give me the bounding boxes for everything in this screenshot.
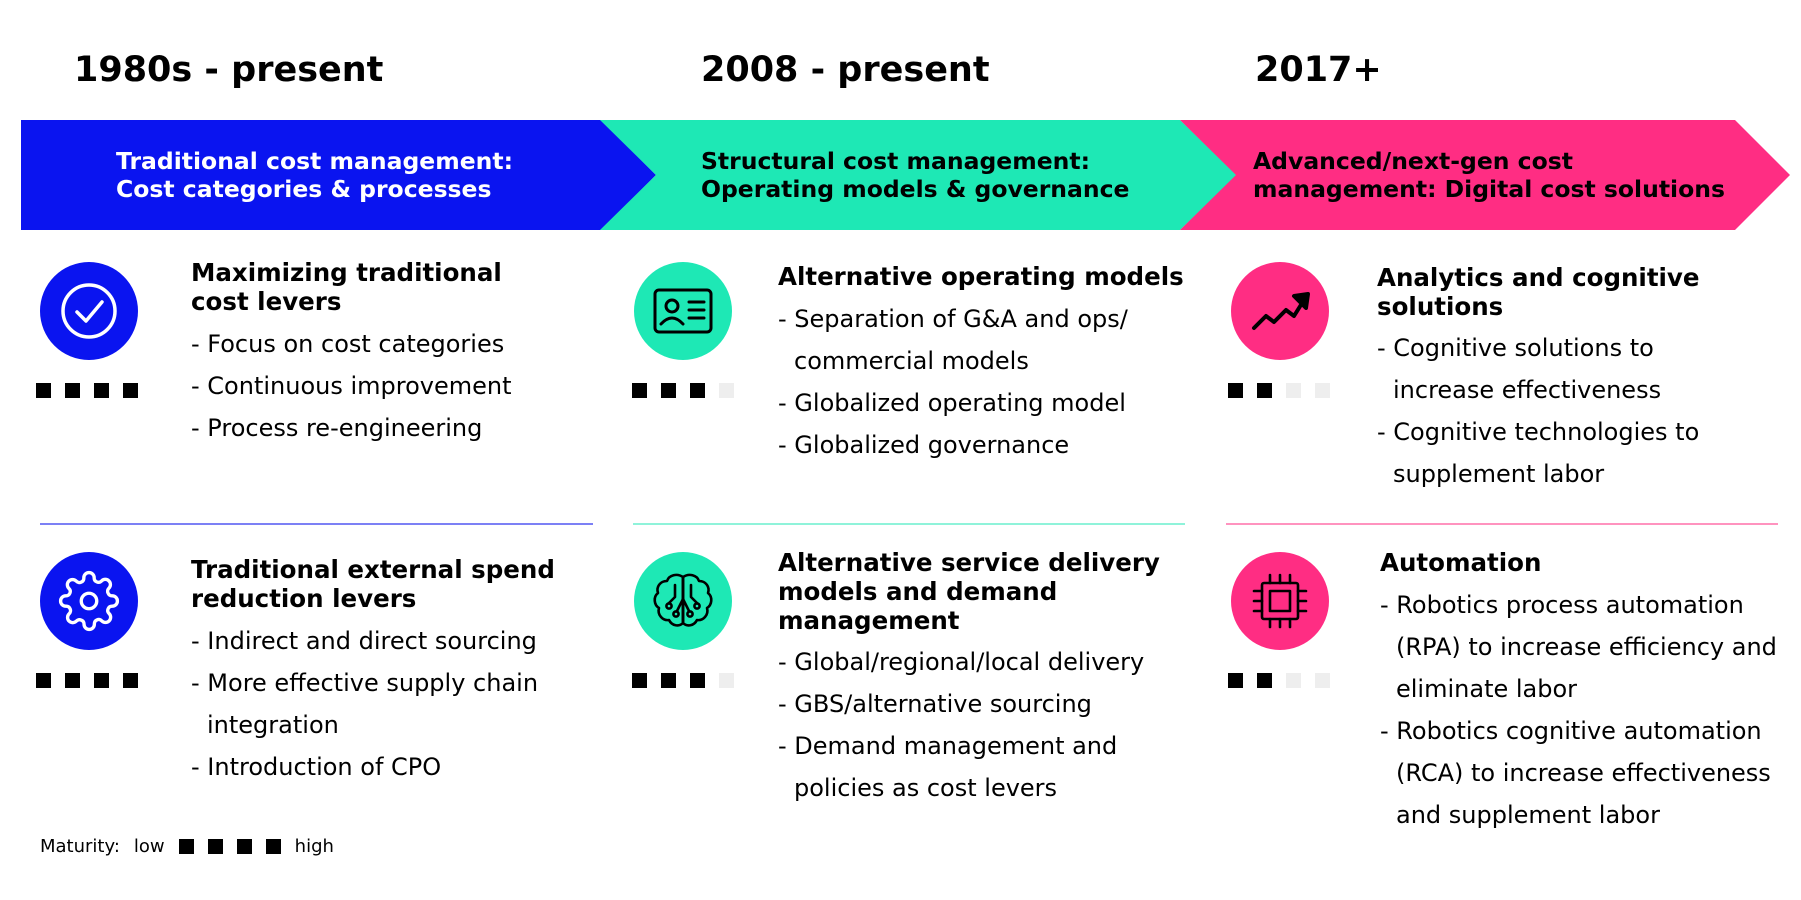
maturity-square-empty — [1286, 383, 1301, 398]
card-title: Automation — [1380, 548, 1542, 577]
card-list-item: Continuous improvement — [191, 365, 571, 407]
era-period-1: 1980s - present — [74, 50, 384, 90]
chip-icon — [1231, 552, 1329, 650]
card-list-item: Cognitive technologies to supplement lab… — [1377, 411, 1737, 495]
maturity-square-filled — [661, 673, 676, 688]
era-heading: Advanced/next-gen cost management: Digit… — [1253, 120, 1725, 230]
legend-square — [236, 839, 252, 854]
era-heading-line1: Structural cost management: — [701, 147, 1091, 175]
card-list-item: Robotics process automation (RPA) to inc… — [1380, 584, 1790, 710]
legend-squares — [178, 839, 281, 854]
era-period-3: 2017+ — [1255, 50, 1382, 90]
card-list-item: Cognitive solutions to increase effectiv… — [1377, 327, 1737, 411]
maturity-square-empty — [1315, 673, 1330, 688]
maturity-indicator — [36, 673, 138, 688]
maturity-square-filled — [690, 383, 705, 398]
card-list-item: Robotics cognitive automation (RCA) to i… — [1380, 710, 1790, 836]
legend-square — [265, 839, 281, 854]
era-heading: Traditional cost management: Cost catego… — [116, 120, 513, 230]
maturity-indicator — [632, 383, 734, 398]
maturity-indicator — [1228, 673, 1330, 688]
maturity-indicator — [632, 673, 734, 688]
maturity-square-filled — [1257, 673, 1272, 688]
maturity-square-filled — [690, 673, 705, 688]
era-arrow-structural: Structural cost management: Operating mo… — [600, 120, 1237, 230]
column-divider — [1226, 523, 1778, 525]
maturity-square-filled — [65, 383, 80, 398]
era-heading-line1: Advanced/next-gen cost — [1253, 147, 1573, 175]
card-list-item: Process re-engineering — [191, 407, 571, 449]
maturity-square-filled — [123, 383, 138, 398]
legend-high: high — [294, 836, 334, 857]
column-divider — [40, 523, 593, 525]
maturity-square-filled — [632, 673, 647, 688]
card-list-item: Demand management and policies as cost l… — [778, 725, 1178, 809]
card-title: Alternative service delivery models and … — [778, 548, 1160, 635]
legend-label: Maturity: — [40, 836, 120, 857]
era-heading: Structural cost management: Operating mo… — [701, 120, 1130, 230]
card-list: Focus on cost categoriesContinuous impro… — [191, 323, 571, 449]
maturity-square-filled — [123, 673, 138, 688]
card-list-item: Separation of G&A and ops/ commercial mo… — [778, 298, 1168, 382]
maturity-square-empty — [719, 673, 734, 688]
maturity-square-empty — [719, 383, 734, 398]
gear-icon — [40, 552, 138, 650]
card-list-item: More effective supply chain integration — [191, 662, 591, 746]
card-list-item: Globalized operating model — [778, 382, 1168, 424]
card-list: Cognitive solutions to increase effectiv… — [1377, 327, 1737, 495]
card-list-item: Focus on cost categories — [191, 323, 571, 365]
legend-square — [207, 839, 223, 854]
card-title: Maximizing traditional cost levers — [191, 258, 502, 316]
card-title: Analytics and cognitive solutions — [1377, 263, 1700, 321]
maturity-square-filled — [632, 383, 647, 398]
era-heading-line2: management: Digital cost solutions — [1253, 175, 1725, 203]
card-title: Alternative operating models — [778, 262, 1184, 291]
id-card-icon — [634, 262, 732, 360]
checkmark-circle-icon — [40, 262, 138, 360]
maturity-legend: Maturity: low high — [40, 836, 334, 857]
maturity-square-filled — [1257, 383, 1272, 398]
maturity-indicator — [1228, 383, 1330, 398]
maturity-square-filled — [661, 383, 676, 398]
era-arrow-shape — [1180, 120, 1790, 230]
maturity-square-filled — [36, 383, 51, 398]
maturity-indicator — [36, 383, 138, 398]
card-list-item: Indirect and direct sourcing — [191, 620, 591, 662]
maturity-square-filled — [1228, 673, 1243, 688]
era-arrow-shape — [21, 120, 656, 230]
era-heading-line2: Operating models & governance — [701, 175, 1130, 203]
card-list: Separation of G&A and ops/ commercial mo… — [778, 298, 1168, 466]
maturity-square-filled — [36, 673, 51, 688]
maturity-square-empty — [1315, 383, 1330, 398]
era-heading-line1: Traditional cost management: — [116, 147, 513, 175]
card-list: Indirect and direct sourcingMore effecti… — [191, 620, 591, 788]
era-heading-line2: Cost categories & processes — [116, 175, 492, 203]
card-list-item: Global/regional/local delivery — [778, 641, 1178, 683]
brain-circuit-icon — [634, 552, 732, 650]
legend-low: low — [133, 836, 165, 857]
legend-square — [178, 839, 194, 854]
maturity-square-empty — [1286, 673, 1301, 688]
trend-up-icon — [1231, 262, 1329, 360]
maturity-square-filled — [94, 673, 109, 688]
card-title: Traditional external spend reduction lev… — [191, 555, 555, 613]
maturity-square-filled — [1228, 383, 1243, 398]
column-divider — [633, 523, 1185, 525]
era-period-2: 2008 - present — [701, 50, 990, 90]
maturity-square-filled — [94, 383, 109, 398]
card-list-item: Introduction of CPO — [191, 746, 591, 788]
card-list: Global/regional/local deliveryGBS/altern… — [778, 641, 1178, 809]
era-arrow-shape — [600, 120, 1237, 230]
card-list: Robotics process automation (RPA) to inc… — [1380, 584, 1790, 836]
card-list-item: GBS/alternative sourcing — [778, 683, 1178, 725]
era-arrow-digital: Advanced/next-gen cost management: Digit… — [1180, 120, 1790, 230]
maturity-square-filled — [65, 673, 80, 688]
card-list-item: Globalized governance — [778, 424, 1168, 466]
era-arrow-traditional: Traditional cost management: Cost catego… — [21, 120, 656, 230]
